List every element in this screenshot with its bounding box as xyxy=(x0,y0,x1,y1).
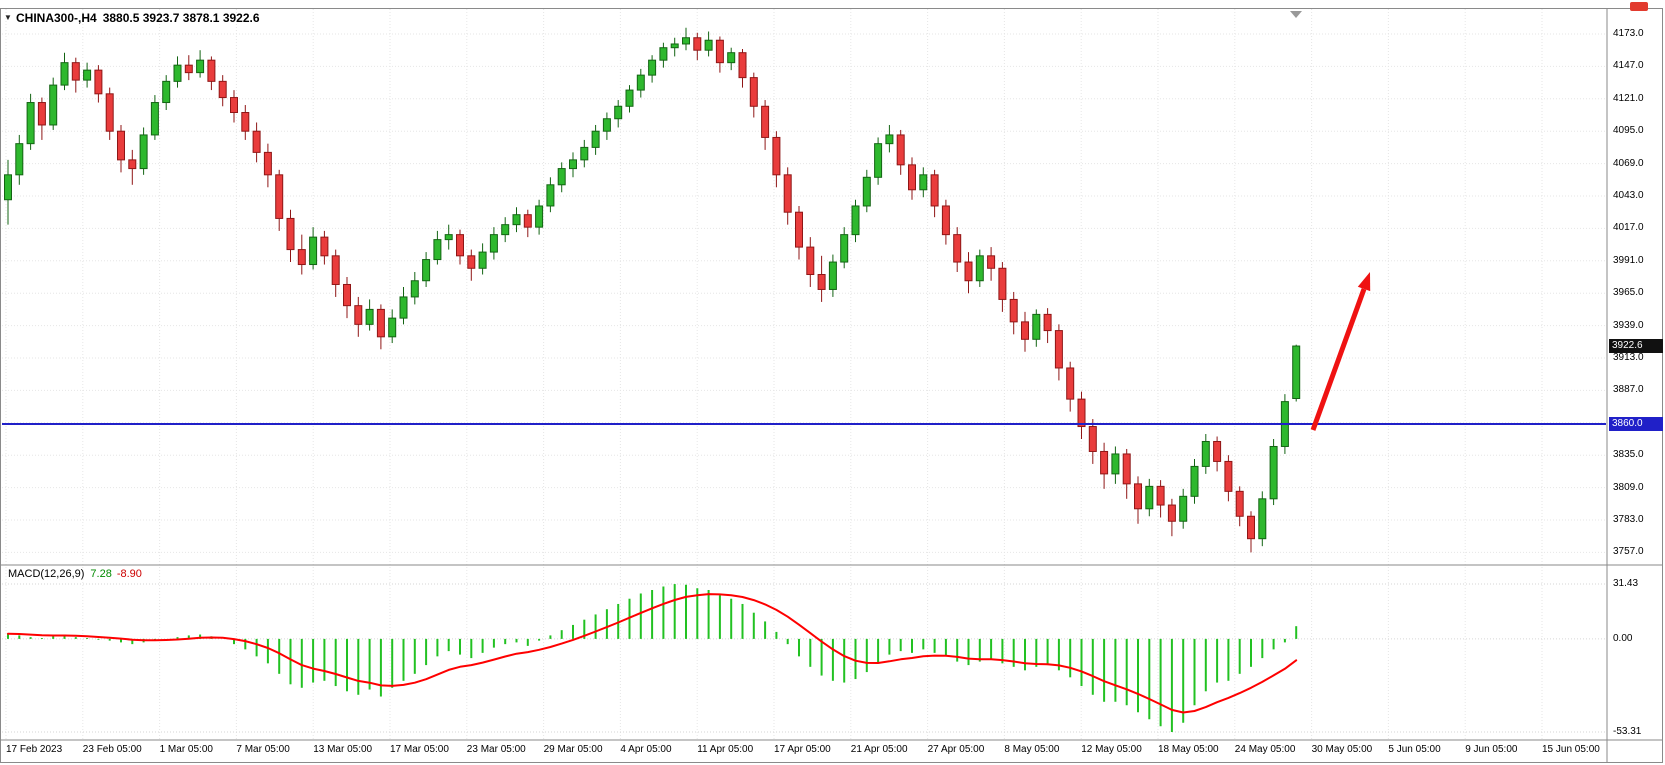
macd-main-value: 7.28 xyxy=(90,568,112,580)
time-axis-label: 17 Mar 05:00 xyxy=(390,744,449,755)
macd-signal-value: -8.90 xyxy=(116,568,142,580)
time-axis-label: 9 Jun 05:00 xyxy=(1465,744,1518,755)
macd-indicator-label: MACD(12,26,9) 7.28 -8.90 xyxy=(8,568,142,580)
price-axis-label: 3991.0 xyxy=(1613,254,1644,266)
chart-dropdown-icon[interactable]: ▼ xyxy=(4,13,12,22)
time-axis-label: 11 Apr 05:00 xyxy=(697,744,754,755)
time-axis-label: 7 Mar 05:00 xyxy=(236,744,290,755)
trend-arrow-icon xyxy=(1357,272,1371,292)
support-line-badge: 3860.0 xyxy=(1609,417,1663,432)
time-axis-label: 21 Apr 05:00 xyxy=(850,744,908,755)
price-axis-label: 3835.0 xyxy=(1613,449,1644,461)
macd-axis-label: -53.31 xyxy=(1613,726,1642,737)
symbol-period-label: CHINA300-,H4 xyxy=(16,11,97,25)
price-axis-label: 3913.0 xyxy=(1613,352,1644,363)
time-axis-label: 27 Apr 05:00 xyxy=(927,744,985,755)
time-axis-label: 13 Mar 05:00 xyxy=(313,744,373,755)
price-axis-label: 4121.0 xyxy=(1613,92,1644,104)
price-axis-label: 3939.0 xyxy=(1613,319,1644,331)
time-axis-label: 15 Jun 05:00 xyxy=(1542,744,1600,755)
macd-axis-label: 31.43 xyxy=(1613,578,1639,589)
quote-ohlc-values: 3880.5 3923.7 3878.1 3922.6 xyxy=(102,11,260,25)
price-axis-label: 4017.0 xyxy=(1613,222,1644,234)
price-axis-label: 4173.0 xyxy=(1613,28,1644,39)
time-axis-label: 17 Feb 2023 xyxy=(6,744,63,755)
time-axis-label: 23 Mar 05:00 xyxy=(466,744,526,755)
top-right-red-icon xyxy=(1630,2,1648,11)
price-axis-label: 3965.0 xyxy=(1613,287,1644,299)
time-axis-label: 30 May 05:00 xyxy=(1311,744,1373,755)
price-axis-label: 3757.0 xyxy=(1613,546,1644,558)
current-price-badge: 3922.6 xyxy=(1609,339,1663,354)
time-axis-label: 23 Feb 05:00 xyxy=(82,744,142,755)
time-axis-label: 4 Apr 05:00 xyxy=(620,744,672,755)
time-axis-label: 18 May 05:00 xyxy=(1158,744,1219,755)
price-axis-label: 4043.0 xyxy=(1613,190,1644,201)
price-axis-label: 3783.0 xyxy=(1613,514,1644,525)
time-axis-label: 29 Mar 05:00 xyxy=(543,744,603,755)
time-axis-label: 12 May 05:00 xyxy=(1081,744,1142,755)
price-axis-label: 3809.0 xyxy=(1613,481,1644,493)
shift-marker-icon xyxy=(1290,11,1302,18)
price-axis-label: 4069.0 xyxy=(1613,157,1644,169)
time-axis-label: 1 Mar 05:00 xyxy=(159,744,213,755)
price-axis-label: 4095.0 xyxy=(1613,125,1644,137)
macd-axis-label: 0.00 xyxy=(1613,632,1633,644)
trend-arrow-shaft xyxy=(1310,288,1367,431)
time-axis-label: 5 Jun 05:00 xyxy=(1388,744,1441,755)
macd-title: MACD(12,26,9) xyxy=(8,568,85,580)
time-axis-label: 24 May 05:00 xyxy=(1234,744,1296,755)
symbol-quote: CHINA300-,H4 3880.5 3923.7 3878.1 3922.6 xyxy=(16,11,266,25)
time-axis-label: 8 May 05:00 xyxy=(1004,744,1060,755)
price-axis-label: 4147.0 xyxy=(1613,60,1644,72)
time-axis-label: 17 Apr 05:00 xyxy=(774,744,831,755)
price-axis-label: 3887.0 xyxy=(1613,384,1644,396)
